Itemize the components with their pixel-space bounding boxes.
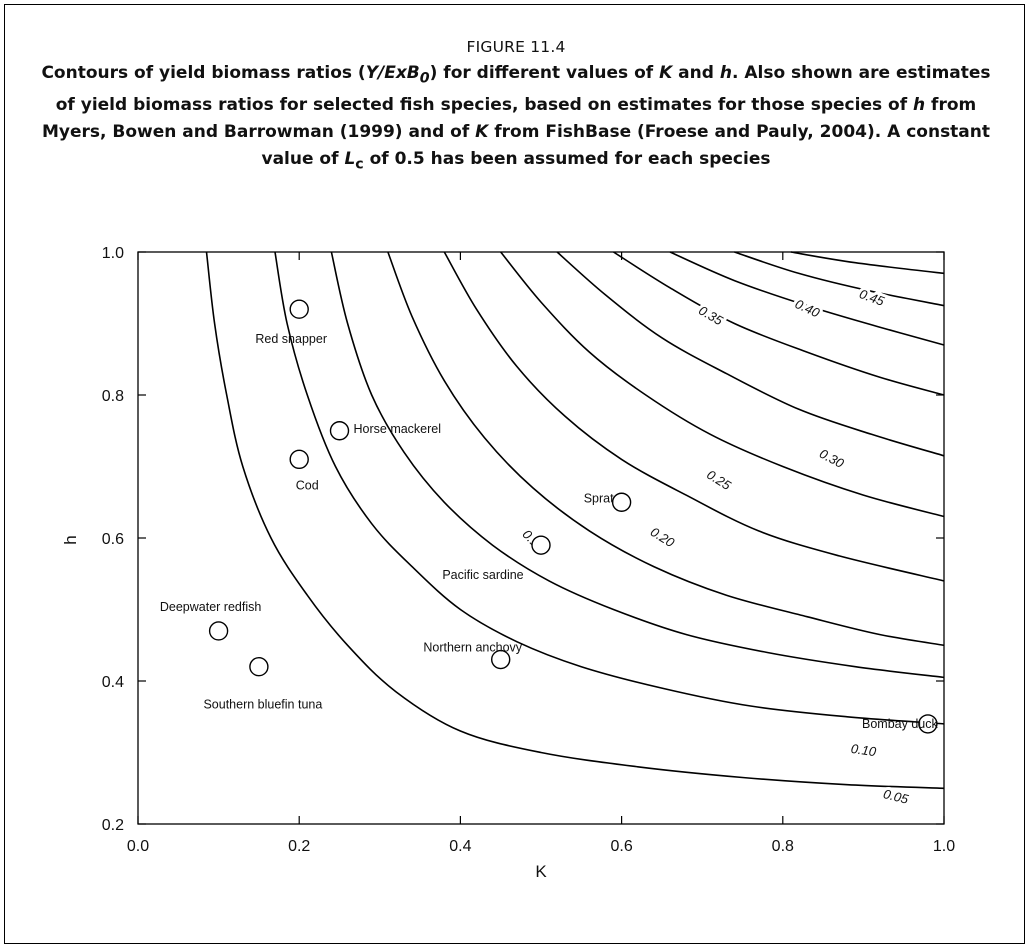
axis-ticks: 0.0 0.2 0.4 0.6 0.8 1.00.20.40.60.81.0 bbox=[102, 245, 955, 855]
contour-line bbox=[669, 251, 945, 346]
contour-label: 0.10 bbox=[850, 741, 878, 759]
species-marker bbox=[208, 621, 229, 641]
species-marker bbox=[249, 657, 269, 677]
contour-label: 0.30 bbox=[817, 446, 847, 471]
species-label: Red snapper bbox=[255, 332, 327, 346]
contour-chart: 0.0 0.2 0.4 0.6 0.8 1.00.20.40.60.81.0 0.050.… bbox=[61, 245, 955, 881]
title-subscript: c bbox=[355, 156, 364, 173]
title-italic: L bbox=[344, 149, 356, 170]
title-text: and bbox=[672, 63, 720, 83]
contour-label: 0.20 bbox=[648, 524, 678, 551]
figure-number: FIGURE 11.4 bbox=[466, 38, 566, 56]
x-tick-label: 0.8 bbox=[772, 838, 794, 855]
figure-title: Contours of yield biomass ratios (Y/ExB0… bbox=[40, 60, 992, 179]
contour-label: 0.45 bbox=[857, 286, 887, 309]
species-label: Cod bbox=[296, 478, 319, 492]
contour-lines bbox=[205, 251, 945, 790]
x-tick-label: 0.6 bbox=[610, 838, 632, 855]
contour-line bbox=[500, 251, 945, 518]
contour-label: 0.40 bbox=[793, 296, 823, 321]
title-subscript: 0 bbox=[419, 70, 430, 87]
title-text: of 0.5 has been assumed for each species bbox=[363, 149, 771, 170]
y-axis-label: h bbox=[61, 535, 80, 544]
species-label: Pacific sardine bbox=[442, 568, 523, 582]
title-text: from Myers, Bowen and Barrowman (1999) a… bbox=[41, 95, 977, 143]
title-text: Contours of yield biomass ratios ( bbox=[41, 63, 366, 83]
x-axis-label: K bbox=[535, 862, 547, 881]
species-label: Bombay duck bbox=[862, 717, 938, 731]
species-label: Southern bluefin tuna bbox=[203, 698, 322, 712]
species-marker bbox=[918, 714, 938, 734]
contour-label: 0.05 bbox=[882, 786, 911, 807]
contour-line bbox=[205, 251, 945, 790]
contour-line bbox=[387, 251, 945, 647]
contour-line bbox=[556, 251, 945, 457]
title-italic: K bbox=[659, 63, 673, 83]
y-tick-label: 0.6 bbox=[102, 531, 124, 548]
figure-caption: FIGURE 11.4 Contours of yield biomass ra… bbox=[40, 38, 992, 179]
species-label: Deepwater redfish bbox=[160, 600, 261, 614]
title-text: Y/ExB bbox=[365, 63, 420, 83]
species-label: Northern anchovy bbox=[423, 641, 522, 655]
species-marker bbox=[531, 535, 551, 555]
species-marker bbox=[491, 649, 511, 670]
species-marker bbox=[289, 449, 309, 470]
contour-line bbox=[613, 251, 945, 396]
species-marker bbox=[289, 299, 309, 319]
species-marker bbox=[329, 421, 350, 441]
y-tick-label: 0.4 bbox=[102, 674, 124, 691]
species-points: Red snapper Horse mackerel Cod Sprat Pacific… bbox=[160, 299, 938, 734]
species-label: Sprat bbox=[584, 491, 614, 505]
x-tick-label: 1.0 bbox=[933, 838, 955, 855]
x-tick-label: 0.2 bbox=[288, 838, 310, 855]
x-tick-label: 0.0 bbox=[127, 838, 149, 855]
contour-label: 0.25 bbox=[704, 467, 734, 494]
y-tick-label: 0.2 bbox=[102, 817, 124, 834]
species-label: Horse mackerel bbox=[354, 422, 442, 436]
contour-labels: 0.050.100.150.200.250.300.350.400.45 bbox=[516, 283, 913, 810]
contour-label: 0.35 bbox=[696, 303, 726, 329]
title-italic: h bbox=[913, 95, 926, 116]
species-marker bbox=[611, 492, 632, 512]
y-tick-label: 0.8 bbox=[102, 388, 124, 405]
title-text: ) for different values of bbox=[429, 63, 660, 83]
title-text: . Also shown are estimates of yield biom… bbox=[55, 63, 991, 116]
contour-line bbox=[790, 251, 945, 275]
x-tick-label: 0.4 bbox=[449, 838, 471, 855]
contour-line bbox=[274, 251, 945, 725]
title-italic: K bbox=[475, 122, 489, 143]
title-italic: h bbox=[719, 63, 732, 83]
title-text: from FishBase (Froese and Pauly, 2004). … bbox=[261, 122, 991, 170]
contour-line bbox=[443, 251, 945, 582]
contour-line bbox=[734, 251, 945, 307]
contour-line bbox=[330, 251, 945, 679]
y-tick-label: 1.0 bbox=[102, 245, 124, 262]
